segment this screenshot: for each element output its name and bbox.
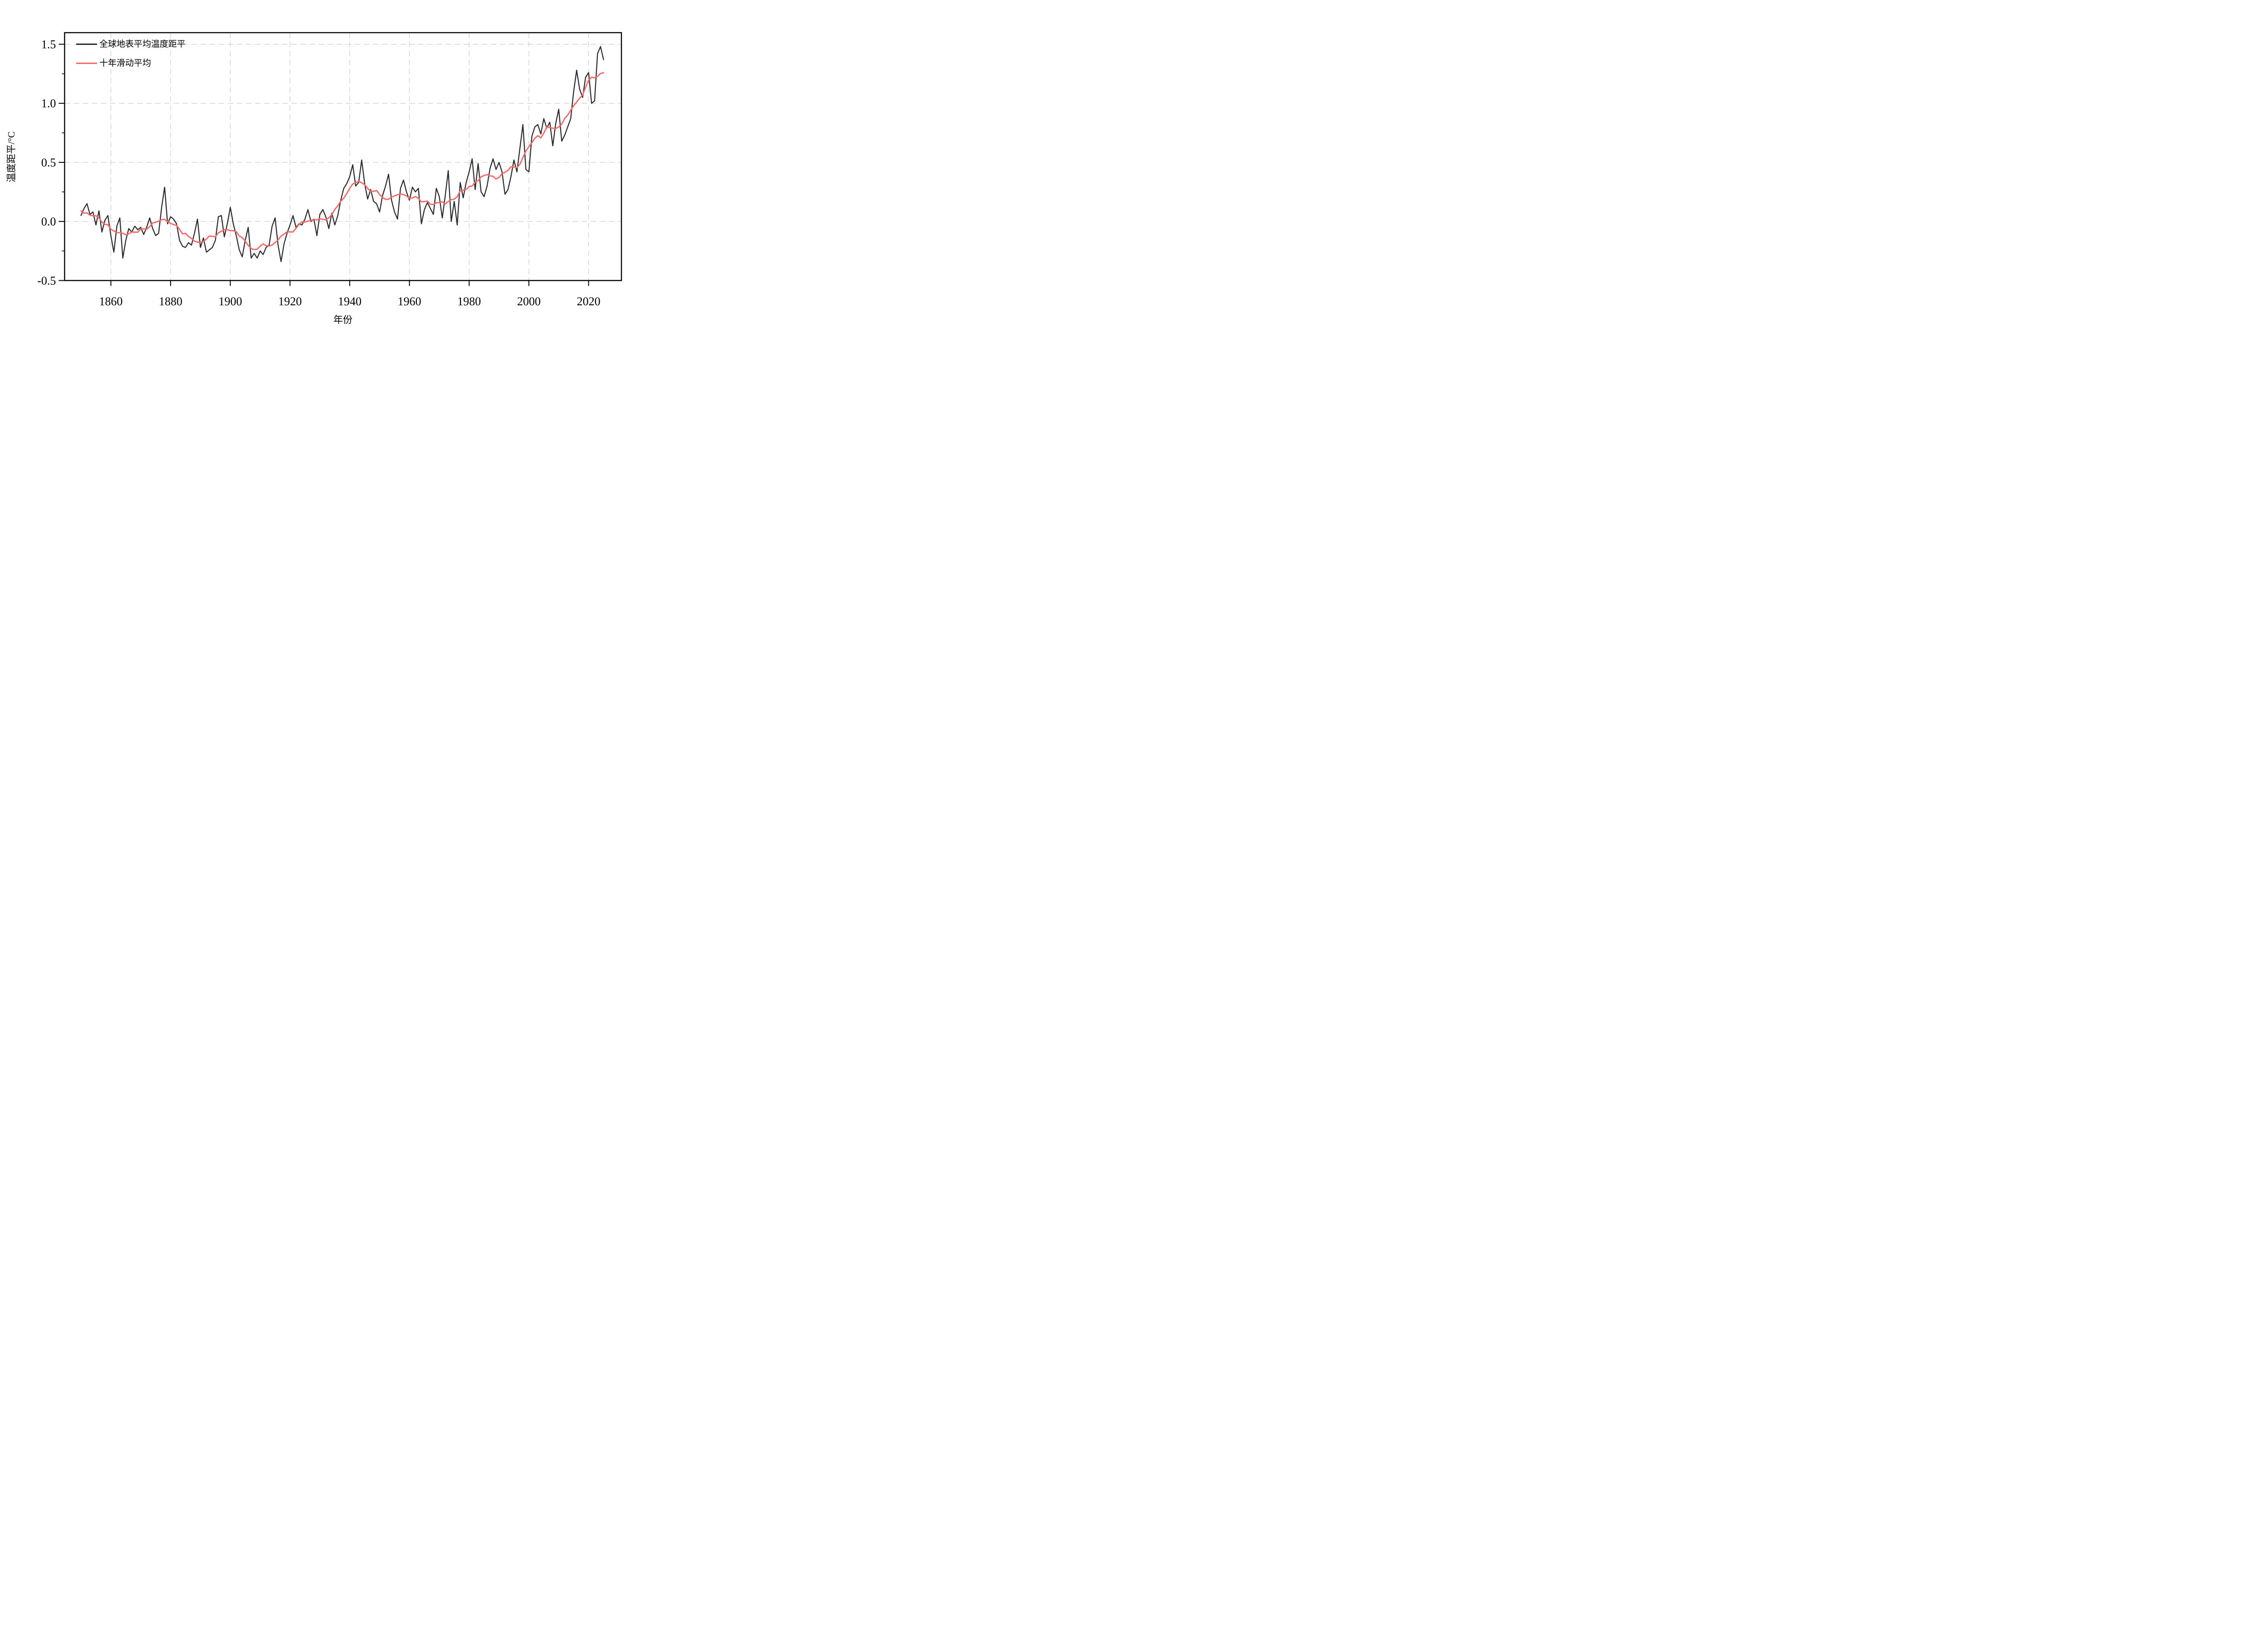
x-axis-title: 年份 [333, 314, 352, 325]
moving-average-line [80, 72, 604, 250]
x-tick-label: 2020 [577, 295, 601, 308]
legend-label-annual: 全球地表平均温度距平 [99, 39, 186, 49]
plot-frame [64, 32, 622, 281]
y-tick-label: 1.5 [41, 38, 56, 51]
legend-item-annual: 全球地表平均温度距平 [76, 39, 186, 50]
x-tick-label: 2000 [517, 295, 541, 308]
x-tick-label: 1860 [99, 295, 122, 308]
y-tick-label: 0.5 [41, 156, 56, 169]
x-tick-label: 1960 [398, 295, 421, 308]
y-tick-label: 0.0 [41, 215, 56, 228]
legend: 全球地表平均温度距平 十年滑动平均 [76, 39, 186, 69]
temperature-anomaly-chart: 1860 1880 1900 1920 1940 1960 1980 2000 2020 -0.5… [0, 0, 653, 327]
y-axis-title: 温度距平/°C [6, 131, 17, 183]
annual-anomaly-line [80, 46, 604, 262]
annual-line-swatch [76, 44, 97, 45]
y-tick-label: -0.5 [37, 274, 56, 287]
x-tick-label: 1880 [159, 295, 182, 308]
x-tick-label: 1920 [278, 295, 302, 308]
legend-label-moving-average: 十年滑动平均 [99, 59, 152, 68]
x-tick-label: 1900 [219, 295, 242, 308]
legend-item-moving-average: 十年滑动平均 [76, 58, 186, 69]
moving-average-line-swatch [76, 62, 97, 64]
plot-area: 1860 1880 1900 1920 1940 1960 1980 2000 2020 -0.5… [37, 32, 622, 308]
x-tick-label: 1940 [338, 295, 362, 308]
x-tick-label: 1980 [457, 295, 481, 308]
y-tick-label: 1.0 [41, 97, 56, 110]
